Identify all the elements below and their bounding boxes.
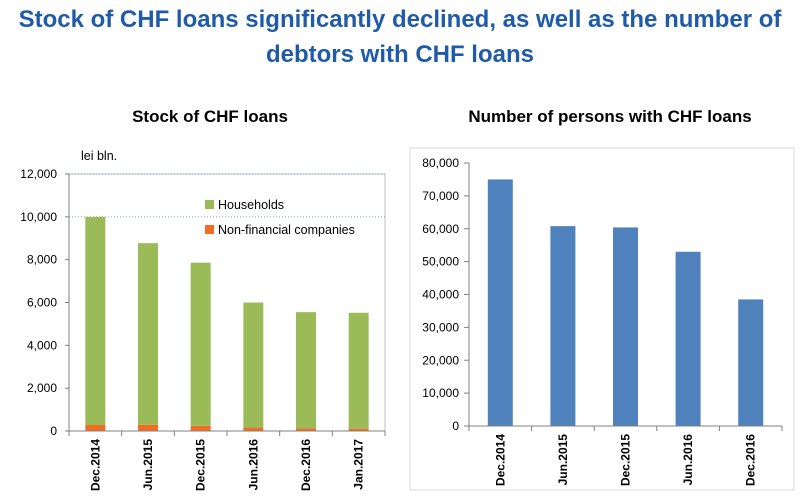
bar-persons xyxy=(487,179,513,426)
stock-chart-title: Stock of CHF loans xyxy=(132,107,288,126)
bar-households xyxy=(243,302,264,428)
y-tick-label: 2,000 xyxy=(27,381,57,395)
main-title-line-2: debtors with CHF loans xyxy=(265,41,534,68)
legend-swatch-nonfinancial xyxy=(205,225,214,234)
bar-nonfinancial xyxy=(138,424,158,431)
bar-nonfinancial xyxy=(243,427,264,431)
bar-households xyxy=(138,243,158,425)
y-tick-label: 6,000 xyxy=(27,296,57,310)
y-tick-label: 10,000 xyxy=(422,386,459,400)
y-tick-label: 0 xyxy=(452,419,459,433)
x-tick-label: Dec.2015 xyxy=(194,439,208,491)
y-tick-label: 80,000 xyxy=(422,156,459,170)
bar-households xyxy=(296,312,316,429)
main-title: Stock of CHF loans significantly decline… xyxy=(0,2,800,72)
x-tick-label: Dec.2015 xyxy=(619,434,633,486)
y-tick-label: 70,000 xyxy=(422,189,459,203)
main-title-line-1: Stock of CHF loans significantly decline… xyxy=(18,6,782,33)
legend-swatch-households xyxy=(205,200,214,209)
y-tick-label: 8,000 xyxy=(27,253,57,267)
bar-persons xyxy=(738,299,764,426)
x-tick-label: Dec.2016 xyxy=(299,439,313,491)
y-tick-label: 60,000 xyxy=(422,222,459,236)
bar-households xyxy=(348,312,369,429)
x-tick-label: Dec.2016 xyxy=(744,434,758,486)
x-tick-label: Jun.2016 xyxy=(246,439,260,491)
bar-nonfinancial xyxy=(348,428,369,431)
bar-nonfinancial xyxy=(296,428,316,431)
y-tick-label: 0 xyxy=(50,424,57,438)
bar-households xyxy=(190,262,211,426)
bar-nonfinancial xyxy=(85,425,106,431)
y-tick-label: 12,000 xyxy=(20,167,57,181)
bar-persons xyxy=(613,227,638,426)
y-tick-label: 20,000 xyxy=(422,353,459,367)
bar-persons xyxy=(675,251,701,426)
legend-label-nonfinancial: Non-financial companies xyxy=(218,223,355,237)
x-tick-label: Jan.2017 xyxy=(352,439,366,490)
x-tick-label: Dec.2014 xyxy=(88,439,102,491)
y-tick-label: 10,000 xyxy=(20,210,57,224)
x-tick-label: Jun.2015 xyxy=(556,434,570,486)
persons-chart-title: Number of persons with CHF loans xyxy=(468,107,752,126)
y-tick-label: 4,000 xyxy=(27,338,57,352)
y-tick-label: 40,000 xyxy=(422,288,459,302)
bar-persons xyxy=(550,226,576,426)
x-tick-label: Dec.2014 xyxy=(493,434,507,486)
y-tick-label: 50,000 xyxy=(422,255,459,269)
y-tick-label: 30,000 xyxy=(422,320,459,334)
x-tick-label: Jun.2015 xyxy=(141,439,155,491)
chart-border xyxy=(409,147,795,491)
bar-households xyxy=(85,216,106,426)
unit-label: lei bln. xyxy=(81,149,117,163)
bar-nonfinancial xyxy=(190,425,211,431)
legend-label-households: Households xyxy=(218,198,284,212)
x-tick-label: Jun.2016 xyxy=(681,434,695,486)
